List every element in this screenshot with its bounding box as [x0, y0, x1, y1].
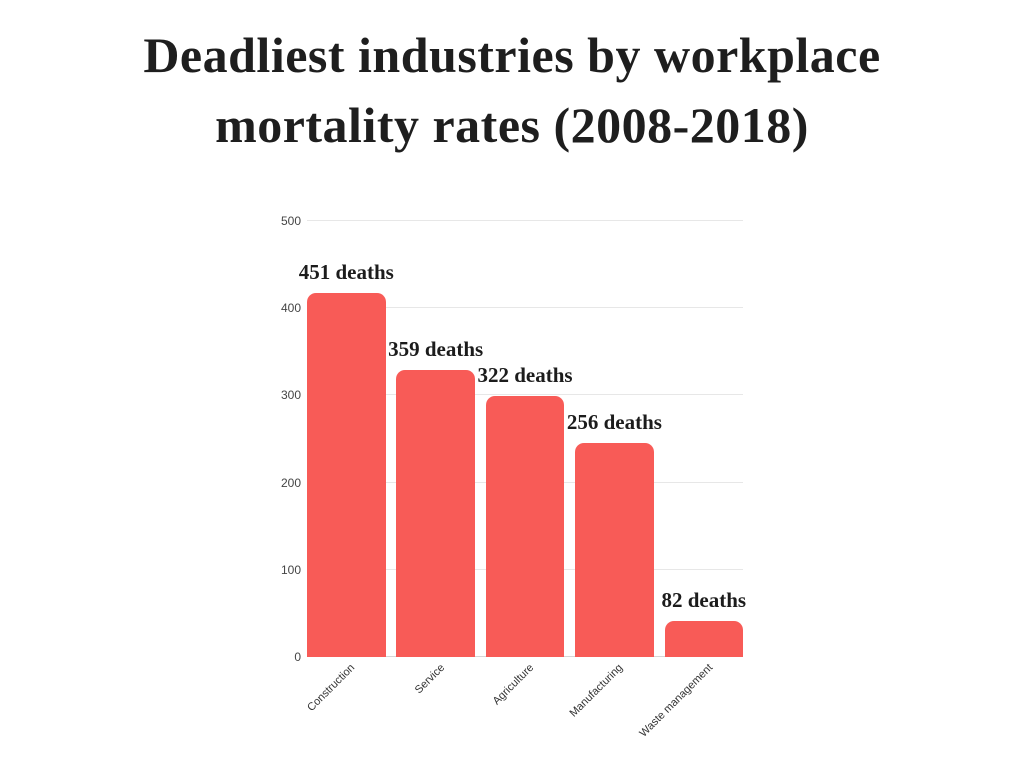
- bar-value-label-waste-management: 82 deaths: [661, 588, 747, 613]
- chart-title-line1: Deadliest industries by workplace: [143, 27, 881, 83]
- plot-area: 0 100 200 300 400 500 451 deaths Construction 35…: [281, 214, 747, 740]
- x-axis-label-waste-management: Waste management: [637, 661, 715, 740]
- y-tick-label-300: 300: [280, 388, 301, 403]
- gridline-500: [307, 220, 743, 221]
- bar-value-label-service: 359 deaths: [388, 337, 484, 362]
- x-axis-label-construction: Construction: [305, 661, 358, 714]
- bar-agriculture: [485, 396, 565, 657]
- x-axis-label-service: Service: [412, 661, 447, 697]
- y-tick-label-200: 200: [280, 475, 301, 490]
- y-tick-label-500: 500: [280, 214, 301, 228]
- bar-value-label-construction: 451 deaths: [298, 259, 394, 284]
- y-tick-label-400: 400: [280, 301, 301, 316]
- bar-construction: [307, 292, 386, 657]
- chart-title-line2: mortality rates (2008-2018): [215, 97, 809, 153]
- y-tick-label-100: 100: [280, 562, 301, 577]
- x-axis-label-manufacturing: Manufacturing: [567, 661, 626, 720]
- gridline-300: [307, 394, 743, 396]
- y-tick-label-0: 0: [294, 650, 301, 664]
- bar-manufacturing: [575, 442, 654, 657]
- bar-value-label-agriculture: 322 deaths: [477, 363, 573, 388]
- x-axis-label-agriculture: Agriculture: [490, 661, 537, 708]
- chart-title: Deadliest industries by workplace mortali…: [0, 20, 1024, 160]
- bar-value-label-manufacturing: 256 deaths: [566, 409, 662, 434]
- bar-waste-management: [664, 621, 743, 657]
- gridline-400: [307, 307, 743, 309]
- bar-service: [396, 370, 475, 657]
